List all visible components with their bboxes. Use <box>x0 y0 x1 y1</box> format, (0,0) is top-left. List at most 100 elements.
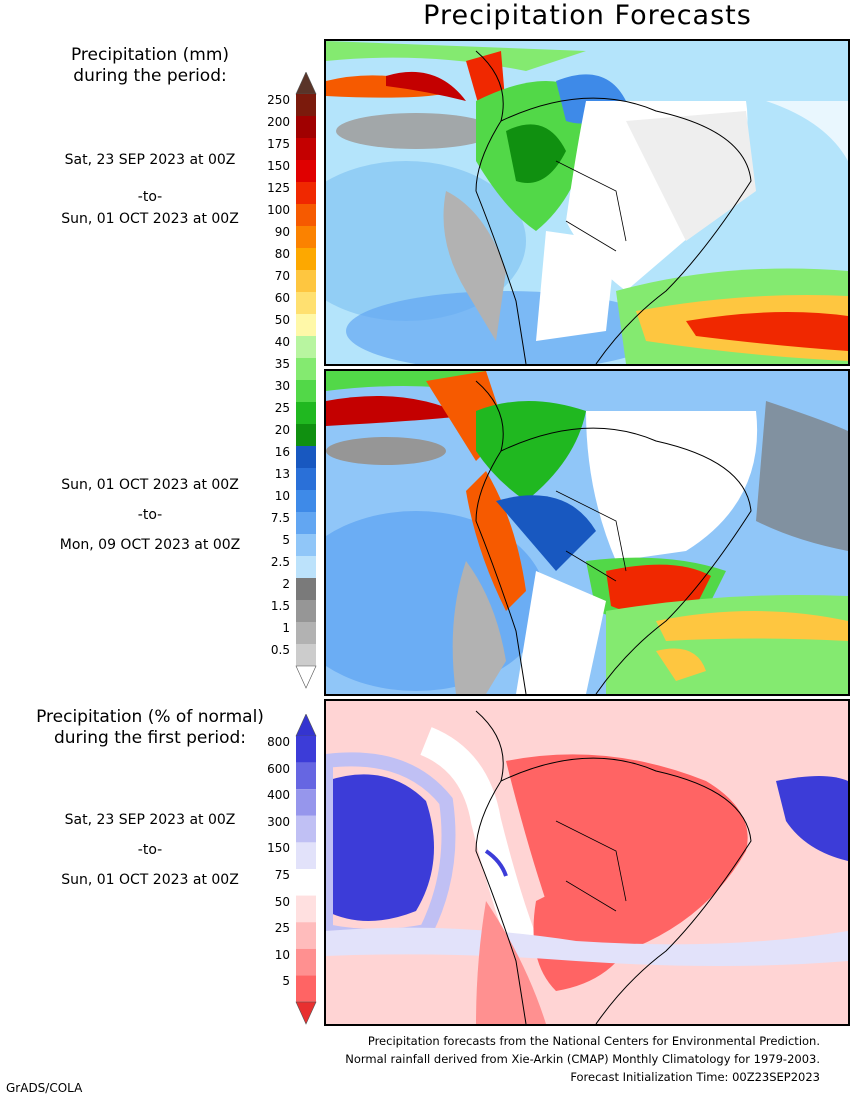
colorbar-swatch <box>296 138 316 160</box>
colorbar-swatch <box>296 789 316 816</box>
period-2-sep: -to- <box>137 507 163 523</box>
colorbar-swatch <box>296 292 316 314</box>
colorbar-tick-label: 1.5 <box>270 599 290 613</box>
colorbar-swatch <box>296 424 316 446</box>
colorbar-tick-label: 13 <box>274 467 290 481</box>
period-3-start: Sat, 23 SEP 2023 at 00Z <box>64 812 236 828</box>
colorbar-tick-label: 30 <box>274 379 290 393</box>
colorbar-tick-label: 200 <box>267 115 290 129</box>
source-note-line1: Precipitation forecasts from the Nationa… <box>367 1034 820 1048</box>
colorbar-tick-label: 75 <box>274 868 290 882</box>
colorbar-swatch <box>296 534 316 556</box>
colorbar-swatch <box>296 94 316 116</box>
colorbar-swatch <box>296 446 316 468</box>
colorbar-tick-label: 100 <box>267 203 290 217</box>
colorbar-swatch <box>296 226 316 248</box>
source-note-line3: Forecast Initialization Time: 00Z23SEP20… <box>570 1070 820 1084</box>
colorbar-tick-label: 10 <box>274 489 290 503</box>
percent-legend-heading-line2: during the first period: <box>53 728 247 748</box>
page-title: Precipitation Forecasts <box>423 0 752 31</box>
colorbar-tick-label: 150 <box>267 841 290 856</box>
source-note-line2: Normal rainfall derived from Xie-Arkin (… <box>345 1052 820 1066</box>
period-2-end: Mon, 09 OCT 2023 at 00Z <box>59 537 241 553</box>
colorbar-tick-label: 5 <box>282 533 290 547</box>
amount-colorbar <box>295 72 317 689</box>
colorbar-swatch <box>296 270 316 292</box>
colorbar-tick-label: 175 <box>267 137 290 151</box>
colorbar-tick-label: 1 <box>282 621 290 635</box>
colorbar-swatch <box>296 922 316 949</box>
source-notes: Precipitation forecasts from the Nationa… <box>345 1032 820 1086</box>
colorbar-tick-label: 600 <box>267 761 290 776</box>
colorbar-swatch <box>296 358 316 380</box>
colorbar-bottom-cap <box>295 1001 317 1025</box>
colorbar-tick-label: 20 <box>274 423 290 437</box>
colorbar-top-cap <box>295 72 317 95</box>
forecast-map-period-1 <box>324 39 850 366</box>
colorbar-top-cap <box>295 714 317 737</box>
colorbar-tick-label: 125 <box>267 181 290 195</box>
period-3-sep: -to- <box>137 842 163 858</box>
colorbar-tick-label: 150 <box>267 159 290 173</box>
colorbar-swatch <box>296 336 316 358</box>
colorbar-swatch <box>296 644 316 666</box>
period-1-start: Sat, 23 SEP 2023 at 00Z <box>64 152 236 168</box>
colorbar-swatch <box>296 204 316 226</box>
colorbar-tick-label: 300 <box>267 814 290 829</box>
colorbar-tick-label: 60 <box>274 291 290 305</box>
period-1-sep: -to- <box>137 189 163 205</box>
period-3-text: Sat, 23 SEP 2023 at 00Z -to- Sun, 01 OCT… <box>20 812 280 888</box>
colorbar-tick-label: 5 <box>282 974 290 989</box>
colorbar-tick-label: 0.5 <box>270 643 290 657</box>
colorbar-tick-label: 800 <box>267 735 290 749</box>
colorbar-tick-label: 7.5 <box>270 511 290 525</box>
colorbar-swatch <box>296 182 316 204</box>
colorbar-swatch <box>296 736 316 763</box>
colorbar-swatch <box>296 512 316 534</box>
forecast-map-period-2 <box>324 369 850 696</box>
colorbar-tick-label: 50 <box>274 894 290 909</box>
colorbar-swatch <box>296 895 316 923</box>
colorbar-swatch <box>296 314 316 336</box>
percent-legend-heading-line1: Precipitation (% of normal) <box>36 707 264 727</box>
colorbar-swatch <box>296 948 316 976</box>
colorbar-swatch <box>296 468 316 490</box>
colorbar-tick-label: 2.5 <box>270 555 290 569</box>
colorbar-swatch <box>296 622 316 644</box>
colorbar-swatch <box>296 869 316 896</box>
period-3-end: Sun, 01 OCT 2023 at 00Z <box>61 872 239 888</box>
period-2-text: Sun, 01 OCT 2023 at 00Z -to- Mon, 09 OCT… <box>20 477 280 553</box>
colorbar-swatch <box>296 842 316 869</box>
percent-colorbar <box>295 714 317 1025</box>
colorbar-tick-label: 80 <box>274 247 290 261</box>
colorbar-tick-label: 90 <box>274 225 290 239</box>
colorbar-tick-label: 250 <box>267 93 290 107</box>
colorbar-swatch <box>296 762 316 790</box>
colorbar-swatch <box>296 815 316 843</box>
credit-label: GrADS/COLA <box>6 1081 83 1095</box>
colorbar-swatch <box>296 402 316 424</box>
colorbar-swatch <box>296 556 316 578</box>
percent-legend-heading: Precipitation (% of normal) during the f… <box>10 707 290 749</box>
colorbar-tick-label: 35 <box>274 357 290 371</box>
colorbar-swatch <box>296 490 316 512</box>
colorbar-tick-label: 25 <box>274 921 290 936</box>
colorbar-swatch <box>296 116 316 138</box>
colorbar-swatch <box>296 160 316 182</box>
colorbar-tick-label: 400 <box>267 788 290 803</box>
colorbar-tick-label: 25 <box>274 401 290 415</box>
colorbar-bottom-cap <box>295 665 317 689</box>
colorbar-swatch <box>296 578 316 600</box>
colorbar-tick-label: 40 <box>274 335 290 349</box>
colorbar-swatch <box>296 975 316 1002</box>
amount-legend-heading: Precipitation (mm) during the period: <box>30 45 270 87</box>
colorbar-tick-label: 2 <box>282 577 290 591</box>
colorbar-swatch <box>296 600 316 622</box>
amount-legend-heading-line2: during the period: <box>73 66 227 86</box>
period-2-start: Sun, 01 OCT 2023 at 00Z <box>61 477 239 493</box>
colorbar-tick-label: 50 <box>274 313 290 327</box>
colorbar-tick-label: 10 <box>274 947 290 962</box>
colorbar-swatch <box>296 248 316 270</box>
amount-legend-heading-line1: Precipitation (mm) <box>70 45 230 65</box>
colorbar-tick-label: 70 <box>274 269 290 283</box>
